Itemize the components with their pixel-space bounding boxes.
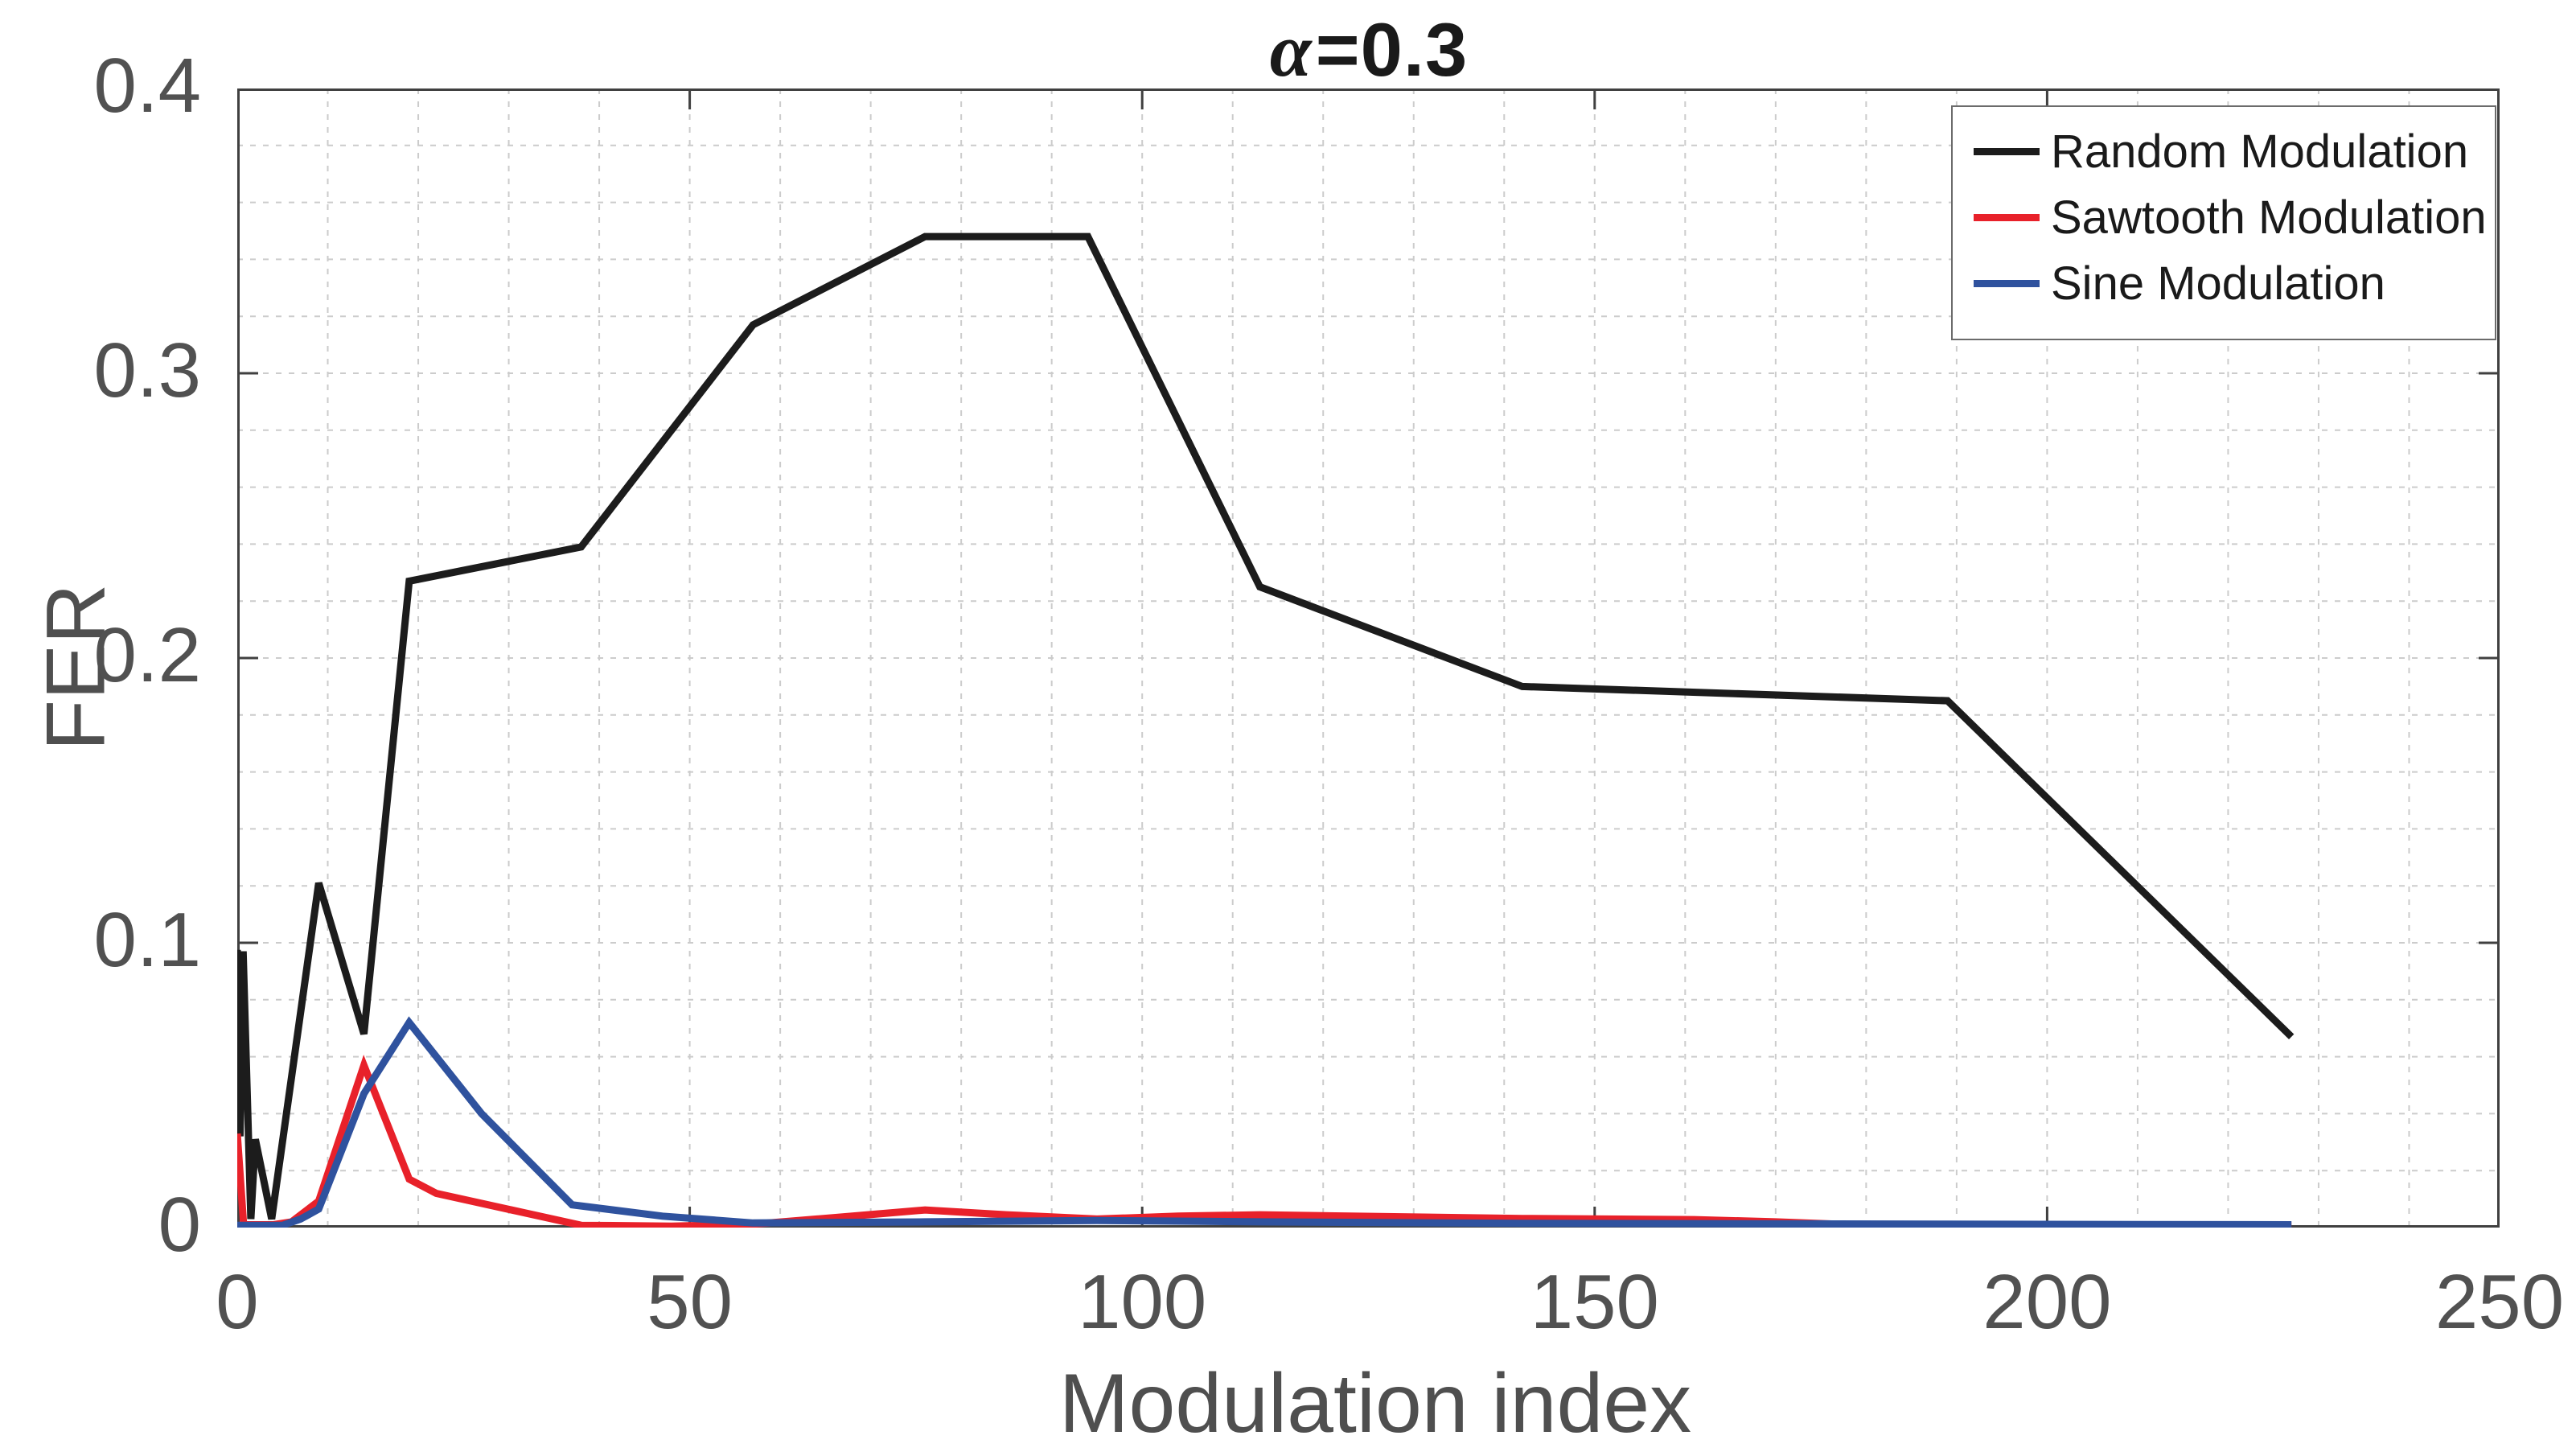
legend-box: Random Modulation Sawtooth Modulation Si… (1951, 105, 2496, 340)
x-tick-label: 0 (216, 1259, 259, 1345)
y-tick-label: 0 (158, 1182, 201, 1268)
sawtooth-modulation-line (237, 1055, 2292, 1228)
x-tick-label: 250 (2434, 1259, 2565, 1345)
random-modulation-line (237, 232, 2295, 1220)
plot-area (237, 88, 2500, 1228)
legend-label-random-modulation: Random Modulation (2051, 125, 2469, 178)
x-tick-label: 50 (647, 1259, 733, 1345)
legend-entry-random-modulation: Random Modulation (1953, 118, 2495, 184)
y-tick-label: 0.4 (93, 43, 201, 129)
x-tick-label: 200 (1982, 1259, 2112, 1345)
chart-title-text: =0.3 (1315, 7, 1469, 92)
x-tick-label: 150 (1530, 1259, 1659, 1345)
chart-svg (237, 88, 2500, 1228)
y-tick-label: 0.1 (93, 897, 201, 983)
alpha-symbol: α (1269, 9, 1313, 93)
legend-label-sine-modulation: Sine Modulation (2051, 257, 2385, 310)
y-tick-label: 0.3 (93, 327, 201, 413)
legend-swatch-random-modulation (1974, 147, 2040, 155)
legend-entry-sine-modulation: Sine Modulation (1953, 250, 2495, 316)
sine-modulation-line (237, 1016, 2292, 1228)
legend-entry-sawtooth-modulation: Sawtooth Modulation (1953, 184, 2495, 250)
x-axis-label: Modulation index (1058, 1357, 1692, 1450)
legend-swatch-sine-modulation (1974, 279, 2040, 287)
chart-title: α=0.3 (1087, 6, 1650, 94)
legend-label-sawtooth-modulation: Sawtooth Modulation (2051, 191, 2487, 244)
legend-swatch-sawtooth-modulation (1974, 213, 2040, 221)
y-tick-label: 0.2 (93, 612, 201, 698)
x-tick-label: 100 (1078, 1259, 1207, 1345)
